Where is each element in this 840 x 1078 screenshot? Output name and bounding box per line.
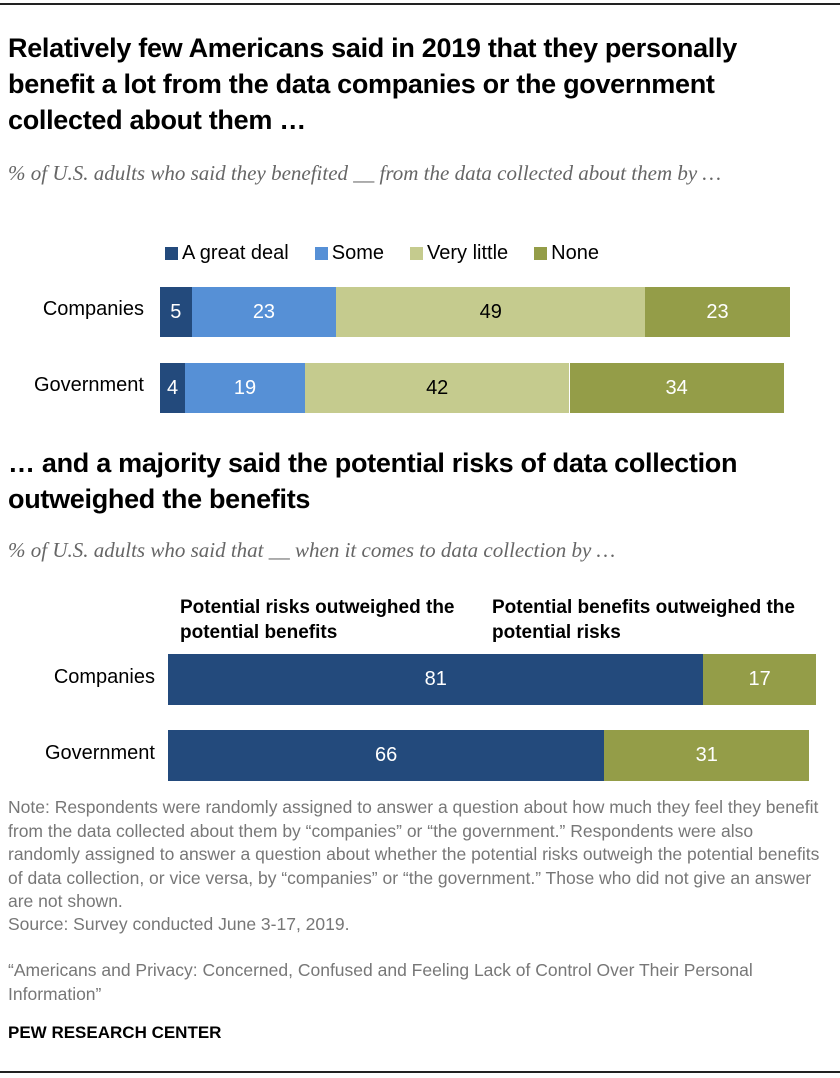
bar-segment: 66 [168,730,605,781]
data-label: 4 [167,376,179,399]
top-rule [0,3,840,5]
legend-item: Some [314,242,384,265]
bar-segment: 17 [703,654,816,705]
bar-segment: 42 [304,363,570,413]
chart2-column-header-benefits: Potential benefits outweighed the potent… [492,597,795,643]
bar-segment: 5 [160,287,192,337]
chart1-title: Relatively few Americans said in 2019 th… [8,33,737,135]
legend-label: Some [331,242,384,264]
bar-segment: 4 [160,363,186,413]
data-label: 17 [748,668,771,690]
source-text: Source: Survey conducted June 3-17, 2019… [8,914,350,934]
legend-item: A great deal [165,242,289,265]
chart2-title: … and a majority said the potential risk… [8,448,738,514]
bar-segment: 81 [168,654,704,705]
data-label: 23 [706,300,729,323]
data-label: 23 [252,300,276,323]
legend-swatch [314,247,328,260]
category-label: Companies [42,298,144,320]
legend-item: Very little [410,242,508,265]
bar-segment: 31 [604,730,810,781]
category-label: Companies [53,665,155,688]
legend-swatch [410,247,423,260]
legend-label: A great deal [182,242,289,264]
legend-item: None [534,242,599,265]
category-label: Government [33,374,144,396]
bar-segment: 34 [569,363,784,413]
data-label: 34 [665,376,688,399]
data-label: 66 [375,744,398,766]
legend-swatch [534,247,548,260]
bottom-rule [0,1071,840,1073]
report-title: “Americans and Privacy: Concerned, Confu… [8,960,753,1004]
bar-segment: 23 [645,287,790,337]
bar-segment: 23 [191,287,337,337]
note-text: Note: Respondents were randomly assigned… [8,797,820,911]
bar-segment: 19 [185,363,305,413]
chart2-subtitle: % of U.S. adults who said that __ when i… [8,538,616,562]
chart2-column-header-risks: Potential risks outweighed the potential… [180,597,455,643]
chart1-legend: A great deal Some Very little None [165,242,625,265]
legend-swatch [165,247,178,260]
legend-label: None [551,242,599,264]
brand-logo-text: PEW RESEARCH CENTER [8,1023,222,1042]
data-label: 19 [233,376,257,399]
data-label: 81 [424,668,447,690]
data-label: 5 [170,300,182,323]
data-label: 31 [695,744,718,766]
category-label: Government [44,741,155,764]
chart1-subtitle: % of U.S. adults who said they benefited… [8,161,722,185]
legend-label: Very little [427,242,509,264]
data-label: 49 [479,300,502,323]
bar-segment: 49 [336,287,646,337]
data-label: 42 [426,376,449,399]
